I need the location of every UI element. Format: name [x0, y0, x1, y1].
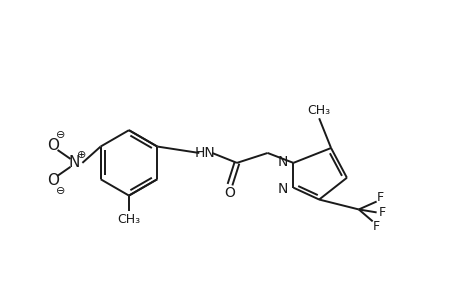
Text: O: O [46, 137, 59, 152]
Text: CH₃: CH₃ [307, 104, 330, 117]
Text: ⊕: ⊕ [77, 150, 86, 160]
Text: ⊖: ⊖ [56, 186, 65, 196]
Text: N: N [278, 155, 288, 169]
Text: F: F [378, 206, 385, 219]
Text: O: O [46, 173, 59, 188]
Text: F: F [376, 191, 383, 204]
Text: N: N [68, 155, 80, 170]
Text: N: N [278, 182, 288, 196]
Text: CH₃: CH₃ [117, 213, 140, 226]
Text: HN: HN [195, 146, 215, 160]
Text: F: F [372, 220, 380, 233]
Text: ⊖: ⊖ [56, 130, 65, 140]
Text: O: O [224, 186, 235, 200]
